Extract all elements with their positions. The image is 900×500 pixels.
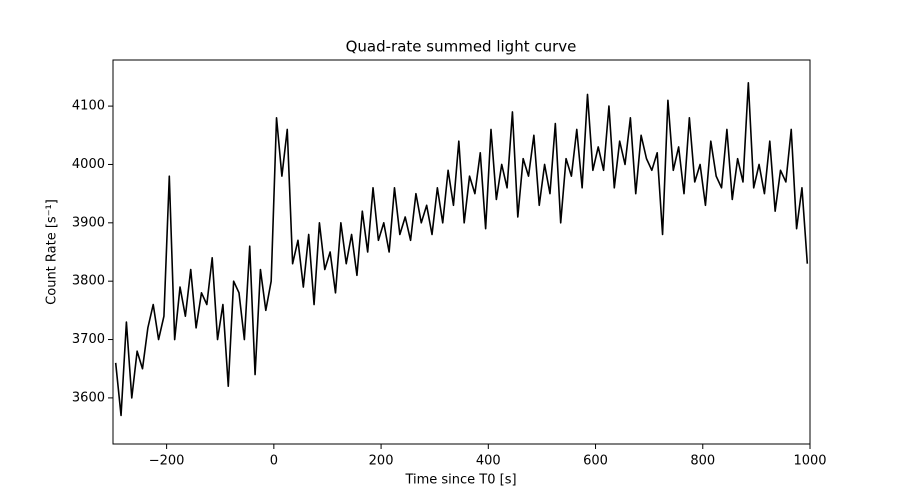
plot-frame (112, 59, 811, 445)
chart-title: Quad-rate summed light curve (346, 38, 577, 56)
x-axis-label: Time since T0 [s] (404, 473, 516, 488)
x-tick-label: 0 (270, 454, 278, 469)
y-tick-label: 3600 (72, 390, 105, 405)
data-line (114, 81, 809, 417)
y-tick-label: 3700 (72, 332, 105, 347)
x-tick-label: 200 (369, 454, 394, 469)
x-tick-label: 600 (583, 454, 608, 469)
y-axis-label: Count Rate [s⁻¹] (45, 199, 60, 305)
y-tick-label: 4100 (72, 99, 105, 114)
x-tick-label: 1000 (793, 454, 826, 469)
x-tick-label: 400 (476, 454, 501, 469)
x-tick-label: −200 (149, 454, 185, 469)
x-tick-label: 800 (690, 454, 715, 469)
y-tick-label: 3900 (72, 215, 105, 230)
y-tick-label: 4000 (72, 157, 105, 172)
y-tick-label: 3800 (72, 274, 105, 289)
